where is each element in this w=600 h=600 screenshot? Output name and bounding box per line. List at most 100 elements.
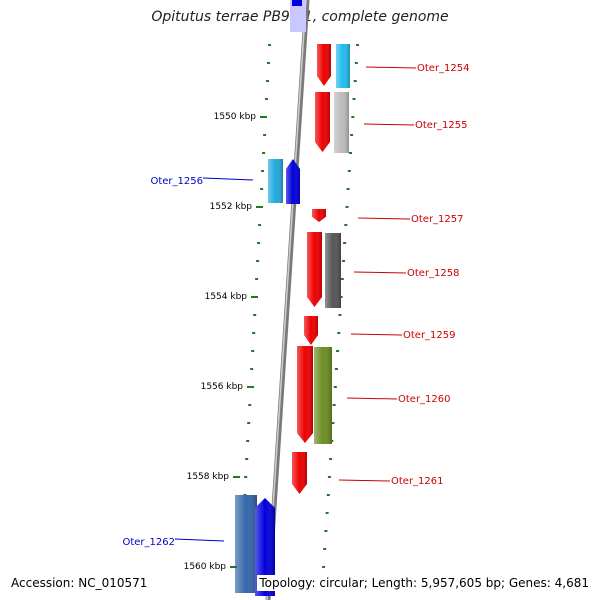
gene-oter-1262[interactable]: [235, 495, 275, 596]
gene-leader-line: [346, 397, 398, 400]
scale-label: 1554 kbp: [205, 292, 248, 302]
gene-partial-top-core: [292, 0, 302, 6]
tick-mark: [266, 80, 269, 82]
tick-mark: [265, 98, 268, 100]
scale-major-tick: [230, 566, 237, 568]
tick-mark: [326, 494, 330, 496]
scale-major-tick: [251, 296, 258, 298]
tick-mark: [255, 278, 259, 280]
tick-mark: [336, 350, 340, 352]
gene-shape-shading: [255, 498, 275, 596]
gene-partial-top: [290, 0, 306, 32]
tick-mark: [343, 242, 347, 244]
gene-shape-shading: [292, 452, 307, 494]
gene-shape-shading: [314, 347, 332, 444]
gene-label[interactable]: Oter_1256: [150, 176, 203, 187]
gene-leader-line: [350, 333, 403, 336]
gene-shape-shading: [334, 92, 349, 153]
scale-label: 1550 kbp: [214, 112, 257, 122]
gene-shape-shading: [325, 233, 341, 308]
gene-oter-1257[interactable]: [312, 209, 326, 222]
tick-mark: [353, 80, 357, 82]
tick-mark: [251, 350, 255, 352]
gene-leader-line: [338, 479, 391, 482]
scale-major-tick: [233, 476, 240, 478]
tick-mark: [327, 476, 331, 478]
tick-mark: [356, 44, 359, 46]
gene-label[interactable]: Oter_1260: [398, 394, 451, 405]
gene-shape-shading: [336, 44, 350, 88]
gene-oter-1255[interactable]: [315, 92, 349, 153]
gene-shape-shading: [235, 495, 257, 593]
tick-mark: [267, 62, 270, 64]
tick-mark: [258, 224, 262, 226]
topology-text: Topology: circular; Length: 5,957,605 bp…: [257, 575, 591, 591]
gene-shape-shading: [307, 232, 322, 307]
gene-shape-shading: [312, 209, 326, 222]
gene-shape-shading: [317, 44, 331, 86]
tick-mark: [332, 404, 336, 406]
tick-mark: [248, 404, 252, 406]
tick-mark: [346, 188, 350, 190]
scale-label: 1556 kbp: [201, 382, 244, 392]
tick-mark: [256, 260, 260, 262]
tick-mark: [253, 314, 257, 316]
gene-oter-1261[interactable]: [292, 452, 307, 494]
gene-oter-1254[interactable]: [317, 44, 350, 88]
tick-mark: [250, 368, 254, 370]
tick-mark: [263, 134, 267, 136]
gene-label[interactable]: Oter_1257: [411, 214, 464, 225]
gene-label[interactable]: Oter_1259: [403, 330, 456, 341]
tick-mark: [354, 62, 358, 64]
tick-mark: [352, 98, 356, 100]
gene-shape-shading: [286, 159, 300, 204]
gene-label[interactable]: Oter_1255: [415, 120, 468, 131]
gene-label[interactable]: Oter_1262: [122, 537, 175, 548]
gene-shape-shading: [297, 346, 313, 443]
gene-shape-shading: [304, 316, 318, 345]
scale-label: 1558 kbp: [187, 472, 230, 482]
tick-mark: [347, 170, 351, 172]
gene-leader-line: [353, 271, 407, 274]
tick-mark: [322, 566, 326, 568]
scale-label: 1560 kbp: [184, 562, 227, 572]
gene-shape-shading: [315, 92, 330, 152]
tick-mark: [247, 422, 251, 424]
tick-mark: [329, 458, 333, 460]
scale-label: 1552 kbp: [210, 202, 253, 212]
tick-mark: [342, 260, 345, 262]
tick-mark: [339, 296, 343, 298]
gene-oter-1259[interactable]: [304, 316, 318, 345]
gene-leader-line: [202, 177, 254, 181]
scale-major-tick: [260, 116, 267, 118]
tick-mark: [331, 422, 335, 424]
tick-mark: [325, 512, 329, 514]
tick-mark: [268, 44, 271, 46]
tick-mark: [340, 278, 344, 280]
genome-backbone-highlight: [266, 0, 307, 600]
tick-mark: [262, 152, 266, 154]
tick-mark: [257, 242, 261, 244]
tick-mark: [333, 386, 337, 388]
tick-mark: [351, 116, 355, 118]
tick-mark: [246, 440, 250, 442]
gene-label[interactable]: Oter_1261: [391, 476, 444, 487]
tick-mark: [244, 476, 248, 478]
gene-leader-line: [365, 66, 417, 69]
tick-mark: [252, 332, 256, 334]
gene-oter-1260[interactable]: [297, 346, 332, 444]
tick-mark: [260, 188, 264, 190]
accession-text: Accession: NC_010571: [9, 575, 150, 591]
scale-major-tick: [256, 206, 263, 208]
tick-mark: [350, 134, 354, 136]
scale-major-tick: [247, 386, 254, 388]
gene-label[interactable]: Oter_1258: [407, 268, 460, 279]
gene-oter-1256[interactable]: [268, 159, 300, 204]
gene-leader-line: [363, 123, 415, 126]
gene-label[interactable]: Oter_1254: [417, 63, 470, 74]
genome-backbone: [265, 0, 310, 600]
gene-oter-1258[interactable]: [307, 232, 341, 308]
tick-mark: [349, 152, 352, 154]
tick-mark: [338, 314, 342, 316]
tick-mark: [345, 206, 349, 208]
